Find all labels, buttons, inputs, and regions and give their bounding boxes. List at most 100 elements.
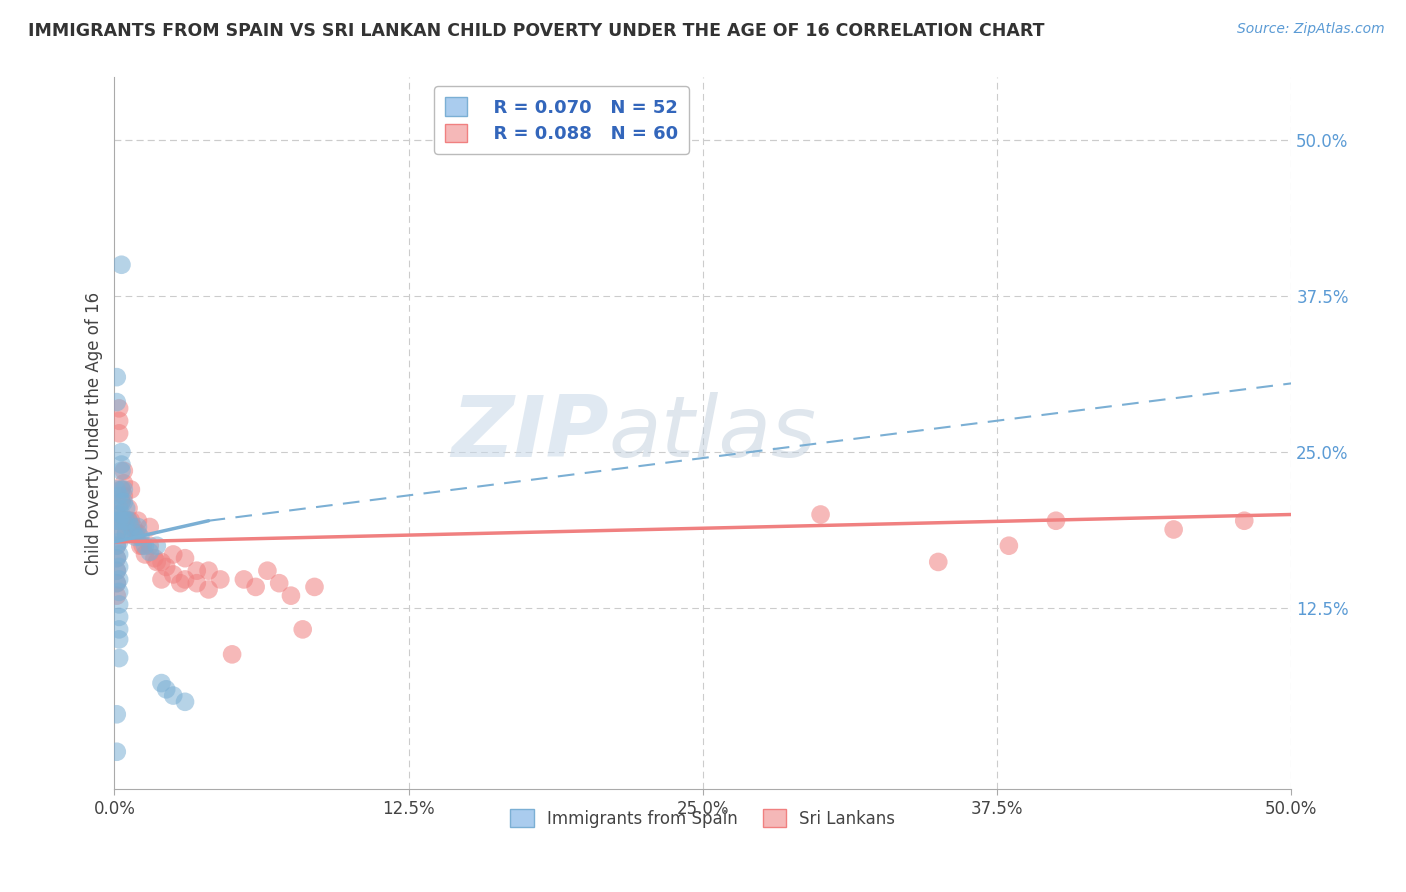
Point	[810, 508, 832, 522]
Point	[110, 458, 132, 472]
Point	[108, 414, 131, 428]
Point	[108, 623, 131, 637]
Point	[174, 551, 197, 566]
Point	[105, 395, 128, 409]
Point	[105, 370, 128, 384]
Point	[110, 445, 132, 459]
Point	[138, 545, 160, 559]
Point	[1045, 514, 1067, 528]
Point	[256, 564, 278, 578]
Text: Source: ZipAtlas.com: Source: ZipAtlas.com	[1237, 22, 1385, 37]
Text: IMMIGRANTS FROM SPAIN VS SRI LANKAN CHILD POVERTY UNDER THE AGE OF 16 CORRELATIO: IMMIGRANTS FROM SPAIN VS SRI LANKAN CHIL…	[28, 22, 1045, 40]
Point	[105, 564, 128, 578]
Point	[105, 483, 128, 497]
Point	[105, 589, 128, 603]
Point	[105, 514, 128, 528]
Point	[115, 514, 138, 528]
Point	[105, 564, 128, 578]
Y-axis label: Child Poverty Under the Age of 16: Child Poverty Under the Age of 16	[86, 292, 103, 574]
Point	[105, 539, 128, 553]
Text: atlas: atlas	[609, 392, 817, 475]
Point	[127, 520, 149, 534]
Point	[131, 539, 153, 553]
Point	[105, 539, 128, 553]
Point	[108, 514, 131, 528]
Point	[291, 623, 314, 637]
Point	[280, 589, 302, 603]
Point	[155, 682, 177, 697]
Point	[110, 258, 132, 272]
Point	[1233, 514, 1256, 528]
Point	[197, 582, 219, 597]
Point	[124, 530, 146, 544]
Point	[112, 489, 135, 503]
Point	[105, 508, 128, 522]
Point	[146, 539, 169, 553]
Point	[115, 514, 138, 528]
Point	[134, 548, 156, 562]
Point	[105, 576, 128, 591]
Point	[108, 598, 131, 612]
Point	[269, 576, 291, 591]
Point	[108, 535, 131, 549]
Point	[115, 501, 138, 516]
Point	[105, 526, 128, 541]
Point	[108, 526, 131, 541]
Point	[245, 580, 267, 594]
Point	[110, 483, 132, 497]
Point	[998, 539, 1021, 553]
Point	[120, 520, 142, 534]
Point	[117, 514, 139, 528]
Point	[120, 514, 142, 528]
Point	[112, 495, 135, 509]
Point	[162, 548, 184, 562]
Point	[105, 551, 128, 566]
Point	[105, 551, 128, 566]
Point	[112, 514, 135, 528]
Point	[110, 495, 132, 509]
Point	[927, 555, 949, 569]
Point	[108, 651, 131, 665]
Point	[105, 508, 128, 522]
Point	[108, 426, 131, 441]
Point	[120, 483, 142, 497]
Point	[112, 476, 135, 491]
Point	[150, 573, 173, 587]
Point	[124, 526, 146, 541]
Point	[143, 551, 166, 566]
Point	[162, 567, 184, 582]
Point	[186, 576, 208, 591]
Point	[108, 573, 131, 587]
Point	[110, 464, 132, 478]
Point	[108, 489, 131, 503]
Point	[150, 555, 173, 569]
Point	[108, 401, 131, 416]
Point	[127, 514, 149, 528]
Point	[105, 514, 128, 528]
Point	[112, 464, 135, 478]
Point	[129, 530, 152, 544]
Point	[186, 564, 208, 578]
Point	[108, 610, 131, 624]
Legend: Immigrants from Spain, Sri Lankans: Immigrants from Spain, Sri Lankans	[503, 803, 903, 834]
Point	[108, 585, 131, 599]
Point	[138, 539, 160, 553]
Point	[108, 548, 131, 562]
Point	[1163, 523, 1185, 537]
Point	[110, 483, 132, 497]
Point	[115, 526, 138, 541]
Point	[146, 555, 169, 569]
Point	[197, 564, 219, 578]
Point	[117, 514, 139, 528]
Point	[115, 526, 138, 541]
Point	[122, 526, 145, 541]
Point	[105, 526, 128, 541]
Point	[134, 539, 156, 553]
Point	[162, 689, 184, 703]
Point	[110, 495, 132, 509]
Point	[174, 573, 197, 587]
Point	[108, 501, 131, 516]
Point	[105, 745, 128, 759]
Point	[105, 576, 128, 591]
Point	[174, 695, 197, 709]
